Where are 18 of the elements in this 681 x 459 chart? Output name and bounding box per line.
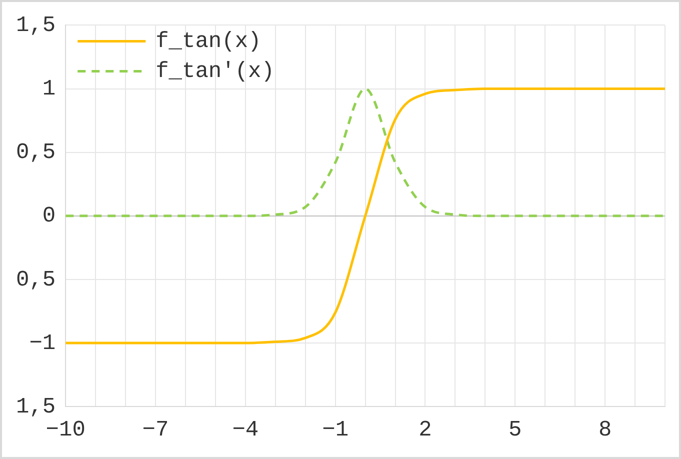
x-tick-label: −7 (142, 418, 169, 443)
y-tick-label: 0 (42, 204, 56, 229)
y-tick-label: 1,5 (16, 13, 56, 38)
y-tick-label: 0,5 (16, 267, 56, 292)
legend-label: f_tan(x) (156, 29, 262, 54)
x-tick-label: 5 (508, 418, 522, 443)
y-tick-label: 1,5 (16, 394, 56, 420)
x-tick-label: 8 (598, 418, 612, 443)
line-series (66, 88, 665, 218)
legend-label: f_tan'(x) (156, 59, 274, 84)
x-tick-label: 2 (418, 418, 432, 443)
x-tick-label: −1 (322, 418, 349, 443)
line-series (66, 88, 665, 344)
x-tick-label: −4 (232, 418, 259, 443)
y-tick-label: −1 (29, 330, 56, 356)
x-tick-label: −10 (46, 418, 86, 443)
y-tick-label: 1 (42, 76, 56, 102)
y-tick-label: 0,5 (16, 140, 56, 166)
